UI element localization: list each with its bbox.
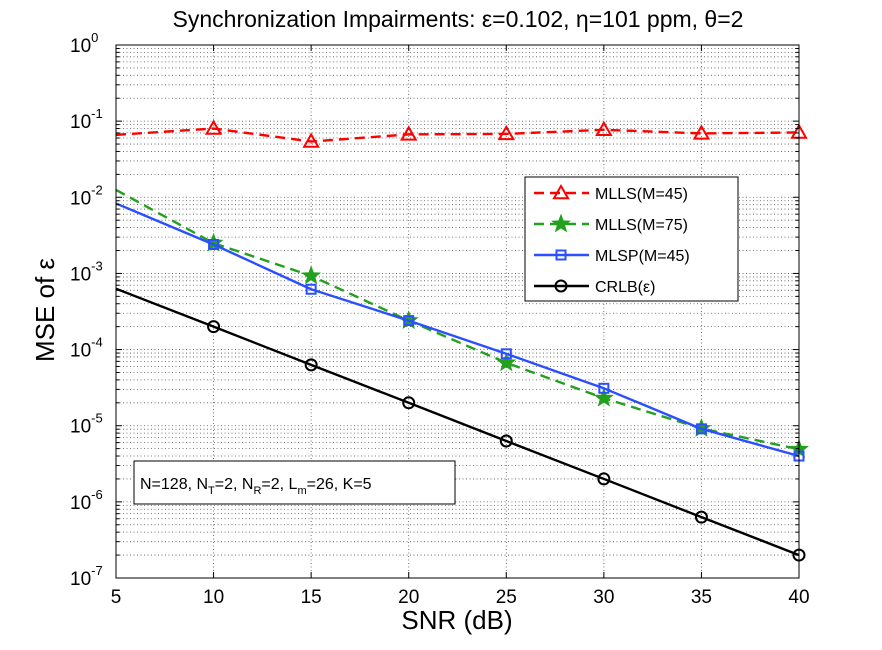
legend-label: MLLS(M=45) [595, 186, 688, 203]
y-tick-base: 10 [70, 264, 91, 285]
y-tick-label: 10-6 [70, 487, 103, 514]
y-tick-label: 100 [70, 30, 98, 57]
y-tick-label: 10-1 [70, 106, 103, 133]
annotation-box [133, 460, 456, 505]
x-axis-label: SNR (dB) [401, 605, 512, 635]
series-line [115, 202, 800, 458]
data-point [695, 423, 707, 435]
legend-label: MLLS(M=75) [595, 217, 688, 234]
data-point [203, 232, 224, 252]
data-point [598, 382, 610, 394]
y-axis-label-main: MSE of [30, 270, 60, 362]
y-tick-exponent: 0 [91, 30, 98, 45]
data-point [595, 120, 613, 137]
legend-item: CRLB(ε) [534, 279, 655, 296]
data-point [593, 387, 614, 407]
annotation-segment: =2, L [261, 476, 297, 493]
data-point [692, 124, 711, 140]
y-tick-exponent: -4 [91, 335, 103, 350]
series-1 [115, 119, 808, 148]
y-tick-base: 10 [70, 341, 91, 362]
legend-label: MLSP(M=45) [595, 248, 690, 265]
y-tick-exponent: -6 [91, 487, 103, 502]
y-tick-exponent: -7 [91, 563, 103, 578]
x-tick-label: 30 [593, 587, 614, 608]
y-tick-base: 10 [70, 569, 91, 590]
series-line [115, 127, 800, 143]
legend-marker [555, 249, 567, 261]
y-tick-base: 10 [70, 36, 91, 57]
y-tick-label: 10-3 [70, 258, 103, 285]
y-tick-label: 10-2 [70, 182, 103, 209]
y-tick-label: 10-4 [70, 335, 103, 362]
y-axis-label: MSE of ε [30, 258, 60, 362]
legend-item: MLLS(M=75) [534, 213, 688, 234]
series-line [115, 188, 800, 451]
x-tick-label: 15 [301, 587, 322, 608]
series-line [115, 287, 800, 557]
legend: MLLS(M=45) MLLS(M=75) MLSP(M=45) CRLB(ε) [524, 176, 739, 302]
data-point [302, 132, 320, 148]
data-point [403, 315, 415, 327]
legend-marker [554, 279, 568, 293]
y-tick-base: 10 [70, 188, 91, 209]
y-tick-exponent: -3 [91, 258, 103, 273]
data-point [694, 510, 708, 524]
legend-marker [551, 213, 571, 233]
x-tick-label: 40 [788, 587, 809, 608]
legend-item: MLSP(M=45) [534, 248, 690, 265]
data-point [301, 265, 322, 285]
x-axis-ticks: 5 10 15 20 25 30 35 40 [111, 45, 810, 608]
series-3 [115, 202, 805, 462]
annotation-segment: =2, N [215, 476, 254, 493]
axes-frame [115, 44, 800, 579]
y-tick-label: 10-5 [70, 411, 103, 438]
data-point [204, 119, 223, 135]
parameter-annotation: N=128, NT=2, NR=2, Lm=26, K=5 [133, 460, 456, 505]
series-layer [115, 119, 809, 562]
annotation-subscript: R [253, 485, 261, 497]
data-point [305, 283, 317, 295]
x-tick-label: 5 [111, 587, 122, 608]
annotation-segment: N=128, N [140, 476, 208, 493]
chart-title: Synchronization Impairments: ε=0.102, η=… [173, 6, 744, 32]
data-point [496, 352, 517, 372]
legend-item: MLLS(M=45) [534, 183, 688, 203]
annotation-subscript: m [297, 485, 306, 497]
y-tick-base: 10 [70, 493, 91, 514]
data-point [402, 396, 416, 410]
x-tick-label: 25 [496, 587, 517, 608]
annotation-segment: =26, K=5 [307, 476, 372, 493]
data-point [500, 348, 512, 360]
y-tick-label: 10-7 [70, 563, 103, 590]
data-point [207, 320, 221, 334]
axes [115, 44, 800, 579]
y-axis-label-symbol: ε [30, 258, 60, 270]
series-4 [115, 287, 806, 562]
data-point [499, 434, 513, 448]
legend-label: CRLB(ε) [595, 279, 655, 296]
x-tick-label: 10 [203, 587, 224, 608]
data-point [208, 238, 220, 250]
legend-marker [552, 183, 570, 200]
y-tick-exponent: -1 [91, 106, 103, 121]
y-tick-base: 10 [70, 417, 91, 438]
data-point [399, 125, 418, 141]
x-tick-label: 20 [398, 587, 419, 608]
data-point [597, 472, 611, 486]
y-tick-exponent: -2 [91, 182, 103, 197]
annotation-subscript: T [208, 485, 215, 497]
data-point [497, 124, 516, 141]
data-point [304, 358, 318, 372]
annotation-text: N=128, NT=2, NR=2, Lm=26, K=5 [140, 476, 372, 497]
y-tick-exponent: -5 [91, 411, 103, 426]
y-tick-base: 10 [70, 112, 91, 133]
x-tick-label: 35 [691, 587, 712, 608]
